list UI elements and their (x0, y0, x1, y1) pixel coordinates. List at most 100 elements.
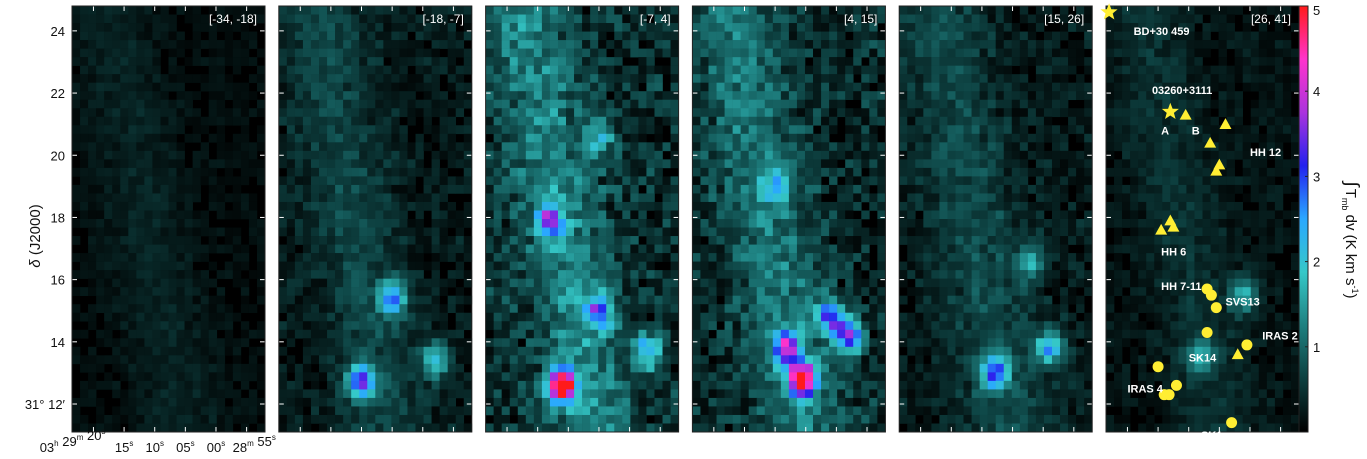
intensity-pixel (88, 304, 97, 314)
intensity-pixel (391, 201, 400, 211)
intensity-pixel (813, 48, 822, 58)
intensity-pixel (525, 125, 535, 135)
intensity-pixel (813, 278, 822, 288)
intensity-pixel (541, 312, 551, 322)
intensity-pixel (96, 304, 105, 314)
intensity-pixel (732, 270, 741, 279)
intensity-pixel (144, 423, 153, 433)
intensity-pixel (310, 91, 320, 101)
intensity-pixel (367, 133, 376, 143)
intensity-pixel (1027, 108, 1037, 118)
intensity-pixel (732, 201, 741, 211)
intensity-pixel (788, 253, 798, 262)
intensity-pixel (821, 219, 830, 228)
intensity-pixel (907, 57, 916, 66)
intensity-pixel (915, 91, 924, 101)
intensity-pixel (96, 150, 105, 160)
intensity-pixel (375, 176, 384, 186)
intensity-pixel (192, 91, 201, 101)
intensity-pixel (630, 363, 639, 373)
intensity-pixel (622, 193, 631, 203)
intensity-pixel (732, 65, 741, 75)
intensity-pixel (415, 406, 424, 416)
intensity-pixel (367, 48, 376, 58)
intensity-pixel (399, 65, 408, 75)
intensity-pixel (1019, 57, 1029, 66)
intensity-pixel (407, 184, 416, 194)
intensity-pixel (128, 133, 137, 143)
intensity-pixel (804, 270, 814, 279)
intensity-pixel (423, 363, 432, 373)
intensity-pixel (240, 133, 250, 143)
intensity-pixel (525, 133, 535, 143)
intensity-pixel (606, 270, 615, 279)
intensity-pixel (764, 278, 774, 288)
intensity-pixel (590, 295, 599, 305)
intensity-pixel (732, 48, 741, 58)
intensity-pixel (128, 193, 137, 203)
intensity-pixel (708, 108, 717, 118)
intensity-pixel (716, 397, 725, 407)
intensity-pixel (525, 278, 535, 288)
intensity-pixel (622, 108, 631, 118)
intensity-pixel (622, 363, 631, 373)
intensity-pixel (670, 287, 679, 296)
intensity-pixel (359, 253, 368, 262)
intensity-pixel (1084, 142, 1093, 152)
intensity-pixel (716, 6, 725, 15)
intensity-pixel (931, 48, 940, 58)
intensity-pixel (168, 397, 177, 407)
intensity-pixel (517, 423, 527, 433)
intensity-pixel (931, 116, 940, 126)
intensity-pixel (804, 253, 814, 262)
intensity-pixel (804, 40, 814, 49)
intensity-pixel (853, 295, 862, 305)
intensity-pixel (335, 227, 344, 237)
intensity-pixel (351, 278, 360, 288)
intensity-pixel (869, 14, 878, 24)
intensity-pixel (335, 193, 344, 203)
intensity-pixel (294, 48, 304, 58)
intensity-pixel (638, 321, 647, 331)
intensity-pixel (144, 346, 153, 356)
intensity-pixel (168, 236, 177, 245)
intensity-pixel (670, 116, 679, 126)
intensity-pixel (375, 219, 384, 228)
intensity-pixel (813, 389, 822, 399)
intensity-pixel (1011, 48, 1021, 58)
intensity-pixel (286, 159, 296, 169)
intensity-pixel (415, 287, 424, 296)
intensity-pixel (256, 329, 266, 339)
intensity-pixel (804, 372, 814, 382)
intensity-pixel (72, 287, 81, 296)
intensity-pixel (367, 116, 376, 126)
intensity-pixel (391, 40, 400, 49)
intensity-pixel (294, 321, 304, 331)
intensity-pixel (861, 125, 870, 135)
intensity-pixel (96, 91, 105, 101)
intensity-pixel (837, 14, 846, 24)
intensity-pixel (837, 210, 846, 220)
intensity-pixel (359, 48, 368, 58)
intensity-pixel (407, 329, 416, 339)
intensity-pixel (176, 321, 185, 331)
intensity-pixel (796, 236, 806, 245)
intensity-pixel (176, 91, 185, 101)
intensity-pixel (144, 389, 153, 399)
intensity-pixel (120, 108, 129, 118)
intensity-pixel (533, 133, 543, 143)
intensity-pixel (359, 397, 368, 407)
intensity-pixel (756, 389, 766, 399)
intensity-pixel (120, 167, 129, 177)
intensity-pixel (662, 253, 671, 262)
intensity-pixel (955, 40, 964, 49)
intensity-pixel (557, 14, 567, 24)
intensity-pixel (232, 150, 242, 160)
intensity-pixel (375, 74, 384, 83)
intensity-pixel (732, 389, 741, 399)
intensity-pixel (557, 321, 567, 331)
intensity-pixel (351, 372, 360, 382)
intensity-pixel (240, 6, 250, 15)
intensity-pixel (590, 108, 599, 118)
intensity-pixel (208, 414, 218, 424)
